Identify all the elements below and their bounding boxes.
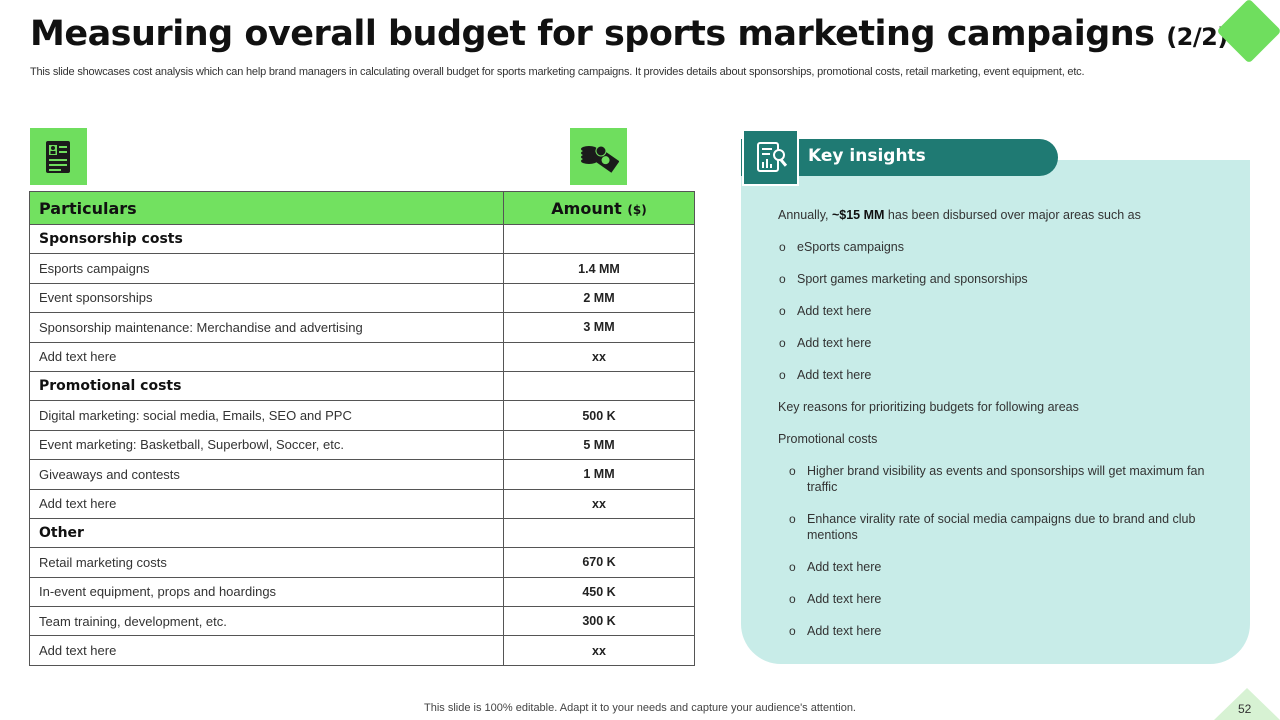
section-amount-empty (503, 370, 695, 402)
bullet-marker: o (789, 464, 796, 478)
promo-bullet: Higher brand visibility as events and sp… (807, 464, 1205, 494)
money-coins-icon (570, 128, 627, 185)
row-amount: 500 K (503, 400, 695, 431)
section-label: Promotional costs (29, 370, 504, 402)
row-amount: 670 K (503, 547, 695, 578)
table-row: Retail marketing costs 670 K (29, 547, 695, 578)
page-title: Measuring overall budget for sports mark… (30, 14, 1228, 54)
row-label: Esports campaigns (29, 253, 504, 284)
promo-bullet: Add text here (807, 624, 882, 638)
section-row: Sponsorship costs (29, 223, 695, 255)
row-amount: 2 MM (503, 282, 695, 314)
insight-intro-prefix: Annually, (778, 208, 832, 222)
row-amount: 3 MM (503, 312, 695, 343)
row-amount: xx (503, 341, 695, 372)
row-label: Team training, development, etc. (29, 606, 504, 637)
amount-header-unit: ($) (627, 202, 647, 217)
table-row: Sponsorship maintenance: Merchandise and… (29, 312, 695, 343)
insight-bullet: Add text here (797, 304, 872, 318)
section-row: Promotional costs (29, 370, 695, 402)
footer-note: This slide is 100% editable. Adapt it to… (424, 702, 856, 714)
bullet-marker: o (789, 624, 796, 638)
insight-reasons-heading: Key reasons for prioritizing budgets for… (778, 400, 1079, 414)
page-number: 52 (1238, 702, 1252, 716)
insight-bullet: Sport games marketing and sponsorships (797, 272, 1028, 286)
section-label: Sponsorship costs (29, 223, 504, 255)
table-header-row: Particulars Amount ($) (29, 191, 695, 225)
insight-intro-amount: ~$15 MM (831, 208, 885, 222)
insight-bullet: eSports campaigns (797, 240, 905, 254)
table-row: Event sponsorships 2 MM (29, 282, 695, 314)
insight-promo-heading: Promotional costs (778, 432, 878, 446)
row-label: Giveaways and contests (29, 459, 504, 490)
row-amount: xx (503, 635, 695, 666)
row-amount: 1.4 MM (503, 253, 695, 284)
column-header-amount: Amount ($) (503, 191, 695, 225)
amount-header-label: Amount (551, 198, 622, 218)
table-row: Add text here xx (29, 341, 695, 372)
table-row: Add text here xx (29, 635, 695, 666)
corner-diamond-decoration (1216, 0, 1280, 64)
bullet-marker: o (779, 368, 786, 382)
section-amount-empty (503, 517, 695, 549)
table-row: Team training, development, etc. 300 K (29, 606, 695, 637)
row-amount: xx (503, 488, 695, 519)
row-amount: 5 MM (503, 429, 695, 461)
key-insights-title: Key insights (808, 146, 926, 166)
row-label: Sponsorship maintenance: Merchandise and… (29, 312, 504, 343)
insight-intro-suffix: has been disbursed over major areas such… (884, 208, 1141, 222)
bullet-marker: o (789, 512, 796, 526)
table-row: In-event equipment, props and hoardings 4… (29, 576, 695, 608)
promo-bullet: Add text here (807, 592, 882, 606)
row-label: Event marketing: Basketball, Superbowl, … (29, 429, 504, 461)
row-amount: 300 K (503, 606, 695, 637)
bullet-marker: o (789, 592, 796, 606)
table-row: Digital marketing: social media, Emails,… (29, 400, 695, 431)
row-label: Add text here (29, 488, 504, 519)
budget-table: Particulars Amount ($) Sponsorship costs… (29, 191, 695, 666)
insight-bullet: Add text here (797, 368, 872, 382)
section-amount-empty (503, 223, 695, 255)
bullet-marker: o (779, 336, 786, 350)
document-profile-icon (30, 128, 87, 185)
bullet-marker: o (779, 240, 786, 254)
row-label: Event sponsorships (29, 282, 504, 314)
row-label: Add text here (29, 635, 504, 666)
insight-intro: Annually, ~$15 MM has been disbursed ove… (778, 207, 1141, 223)
promo-bullet: Add text here (807, 560, 882, 574)
insight-bullet: Add text here (797, 336, 872, 350)
row-label: In-event equipment, props and hoardings (29, 576, 504, 608)
table-row: Giveaways and contests 1 MM (29, 459, 695, 490)
table-row: Add text here xx (29, 488, 695, 519)
row-amount: 450 K (503, 576, 695, 608)
row-label: Digital marketing: social media, Emails,… (29, 400, 504, 431)
page-subtitle: This slide showcases cost analysis which… (30, 66, 1085, 78)
section-row: Other (29, 517, 695, 549)
row-label: Retail marketing costs (29, 547, 504, 578)
column-header-particulars: Particulars (29, 191, 504, 225)
bullet-marker: o (779, 272, 786, 286)
promo-bullet: Enhance virality rate of social media ca… (807, 512, 1196, 542)
key-insights-panel (741, 160, 1250, 664)
bullet-marker: o (789, 560, 796, 574)
table-row: Event marketing: Basketball, Superbowl, … (29, 429, 695, 461)
row-label: Add text here (29, 341, 504, 372)
section-label: Other (29, 517, 504, 549)
report-magnifier-icon (742, 129, 799, 186)
title-text: Measuring overall budget for sports mark… (30, 14, 1155, 54)
bullet-marker: o (779, 304, 786, 318)
row-amount: 1 MM (503, 459, 695, 490)
table-row: Esports campaigns 1.4 MM (29, 253, 695, 284)
